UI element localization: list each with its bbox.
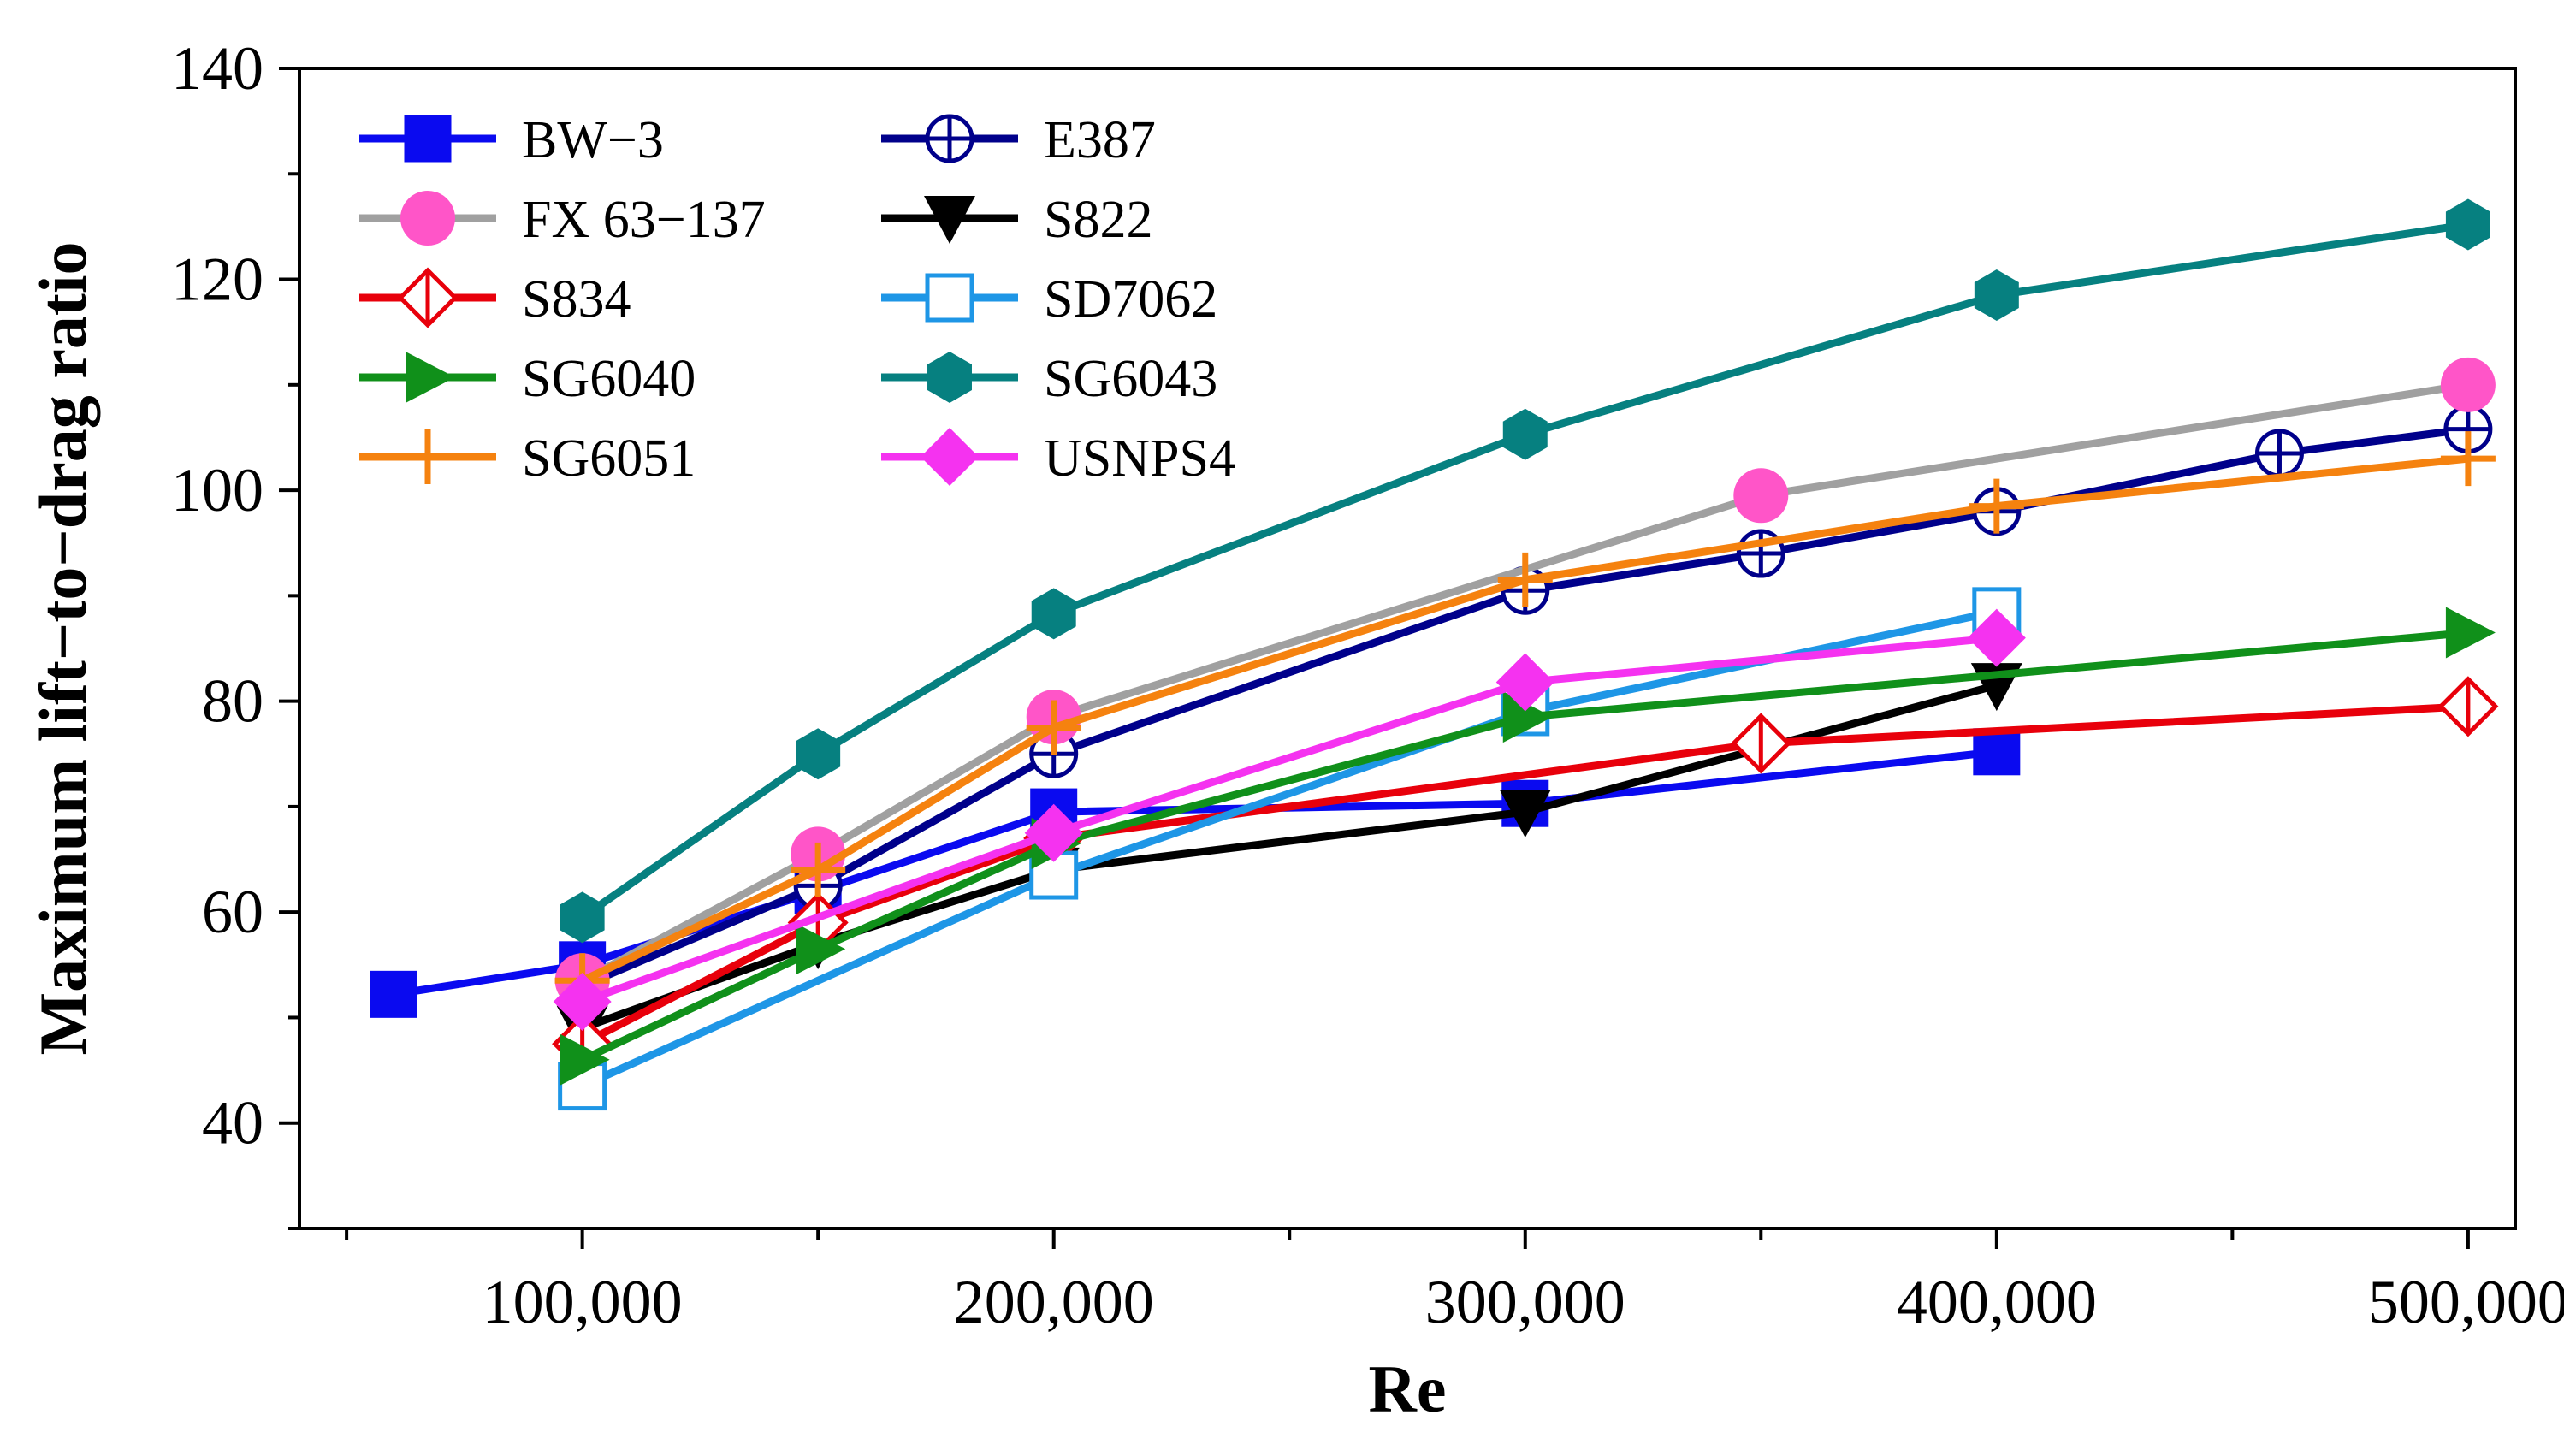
- legend-label: BW−3: [522, 111, 664, 169]
- data-point: [553, 972, 612, 1031]
- legend-marker: [400, 191, 455, 246]
- legend-label: FX 63−137: [522, 191, 766, 249]
- y-axis-title: Maximum lift−to−drag ratio: [26, 241, 100, 1055]
- data-point: [2437, 676, 2499, 737]
- series-layer: [370, 198, 2499, 1111]
- legend: BW−3 E387 FX 63−137 S822 S834 SD7062 SG6040 SG6…: [359, 111, 1235, 488]
- legend-marker: [406, 352, 455, 403]
- x-tick-label: 300,000: [1425, 1268, 1625, 1336]
- data-point: [2254, 429, 2304, 478]
- y-tick-label: 40: [202, 1089, 264, 1157]
- legend-label: SG6051: [522, 429, 696, 488]
- series-sd7062: [558, 587, 2022, 1111]
- legend-marker: [400, 429, 455, 484]
- x-tick-label: 100,000: [483, 1268, 683, 1336]
- series-sg6043: [560, 198, 2490, 944]
- x-tick-label: 500,000: [2368, 1268, 2564, 1336]
- legend-item-s822: S822: [881, 191, 1152, 249]
- data-point: [1497, 552, 1553, 607]
- legend-item-sg6043: SG6043: [881, 350, 1217, 408]
- data-point: [2445, 198, 2490, 251]
- series-line: [580, 425, 2469, 990]
- data-point: [1730, 713, 1791, 774]
- data-point: [1502, 691, 1553, 743]
- legend-label: E387: [1044, 111, 1156, 169]
- data-point: [1969, 478, 2024, 534]
- data-point: [560, 1033, 610, 1086]
- legend-item-sg6040: SG6040: [359, 350, 696, 408]
- series-line: [581, 634, 1998, 1006]
- legend-item-bw-3: BW−3: [359, 111, 664, 169]
- tick-labels: 40 60 80 100 120 140 100,000 200,000 300,000 400,…: [171, 34, 2564, 1336]
- axis-ticks: [279, 67, 2470, 1249]
- legend-marker: [925, 114, 974, 163]
- legend-marker: [927, 352, 972, 403]
- data-point: [1974, 269, 2019, 322]
- data-point: [1495, 653, 1554, 712]
- y-tick-label: 80: [202, 667, 264, 736]
- y-tick-label: 100: [171, 456, 264, 524]
- data-point: [2440, 431, 2496, 487]
- y-tick-label: 60: [202, 878, 264, 946]
- x-tick-label: 200,000: [954, 1268, 1154, 1336]
- series-usnps4: [553, 608, 2026, 1031]
- data-point: [791, 842, 846, 897]
- data-point: [796, 728, 841, 780]
- legend-item-usnps4: USNPS4: [881, 428, 1235, 488]
- data-point: [2445, 607, 2496, 659]
- series-line: [580, 220, 2469, 921]
- data-point: [2440, 357, 2496, 412]
- series-line: [580, 454, 2469, 985]
- data-point: [1024, 803, 1083, 862]
- data-point: [1499, 790, 1551, 838]
- y-tick-label: 120: [171, 246, 264, 314]
- series-line: [393, 748, 1998, 998]
- legend-label: SG6040: [522, 350, 696, 408]
- legend-label: SD7062: [1044, 270, 1217, 328]
- legend-label: USNPS4: [1044, 429, 1235, 488]
- legend-label: SG6043: [1044, 350, 1217, 408]
- legend-item-sd7062: SD7062: [881, 270, 1217, 328]
- plot-frame: [298, 67, 2517, 1230]
- legend-item-fx-63-137: FX 63−137: [359, 191, 766, 249]
- legend-label: S822: [1044, 191, 1152, 249]
- legend-item-s834: S834: [359, 267, 631, 328]
- x-axis-title: Re: [1369, 1352, 1447, 1426]
- data-point: [1967, 608, 2026, 667]
- data-point: [1973, 728, 2021, 776]
- data-point: [1031, 588, 1076, 640]
- legend-marker: [404, 115, 452, 163]
- x-tick-label: 400,000: [1897, 1268, 2097, 1336]
- legend-item-e387: E387: [881, 111, 1156, 169]
- legend-label: S834: [522, 270, 631, 328]
- data-point: [796, 923, 846, 975]
- data-point: [1733, 468, 1789, 524]
- data-point: [370, 970, 417, 1018]
- legend-marker: [921, 428, 979, 486]
- data-point: [1502, 408, 1548, 460]
- legend-marker: [925, 273, 974, 323]
- data-point: [560, 891, 605, 944]
- y-tick-label: 140: [171, 34, 264, 103]
- legend-marker: [397, 267, 459, 328]
- data-point: [1026, 700, 1081, 755]
- legend-marker: [924, 196, 975, 244]
- legend-item-sg6051: SG6051: [359, 429, 696, 488]
